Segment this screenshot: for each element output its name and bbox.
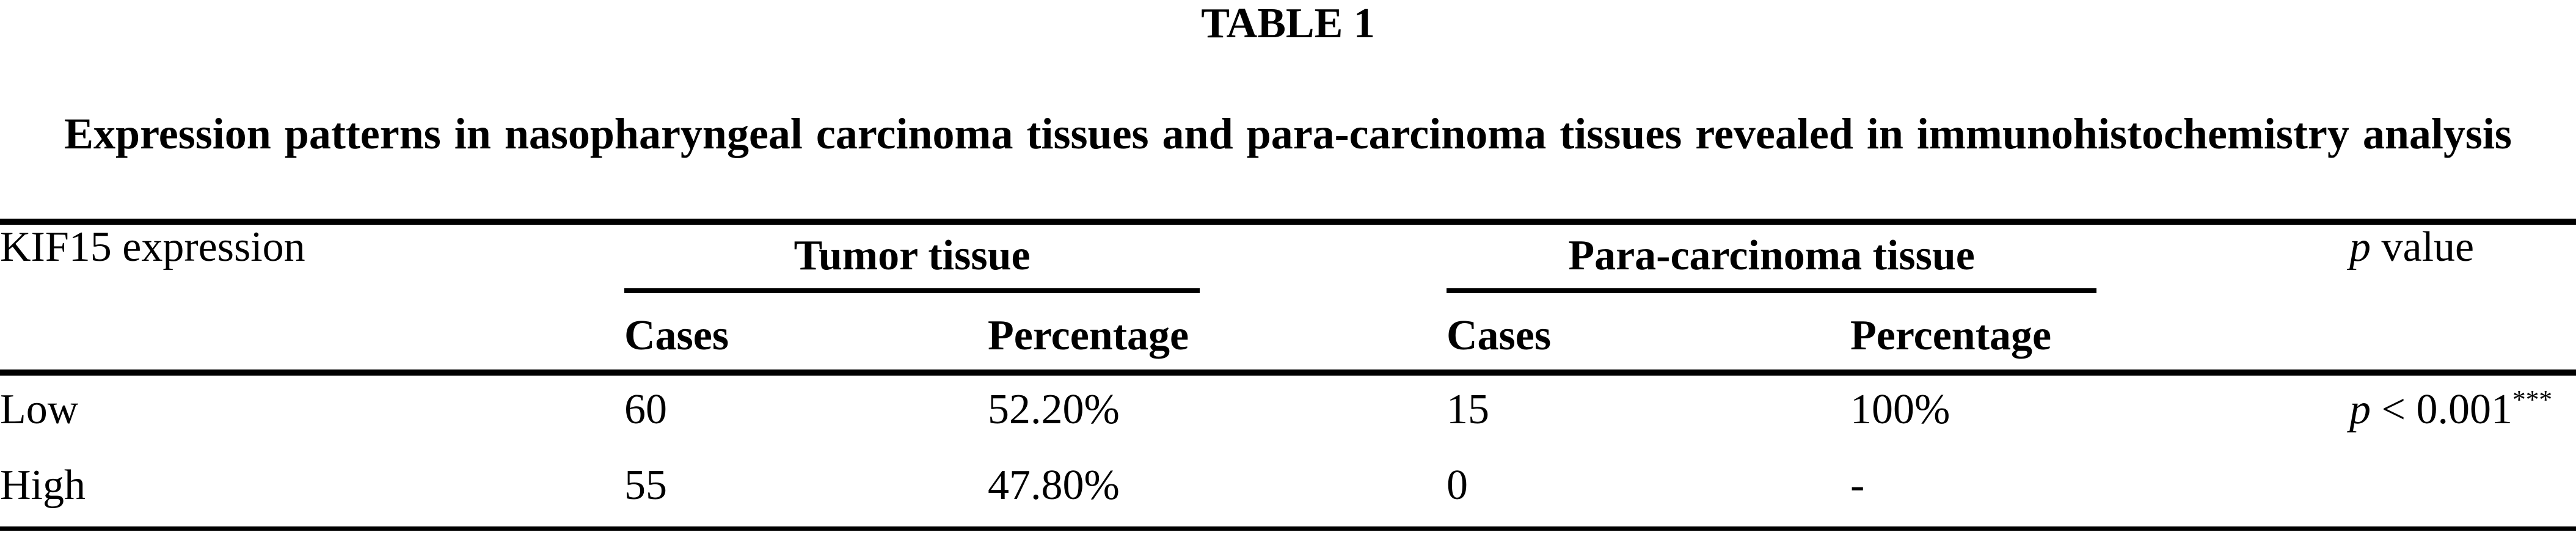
header-row-groups: KIF15 expression Tumor tissue Para-carci… [0, 222, 2576, 376]
col-header-tumor-cases: Cases [624, 295, 988, 376]
cell-low-tumor-cases: 60 [624, 386, 667, 434]
group-header-para-carcinoma-tissue: Para-carcinoma tissue [1447, 222, 2349, 295]
p-value-header-italic: p [2349, 224, 2371, 271]
col-header-kif15-expression: KIF15 expression [0, 222, 624, 376]
p-value-italic: p [2349, 386, 2371, 434]
p-value-text: < 0.001 [2371, 386, 2512, 434]
cell-high-para-cases: 0 [1447, 445, 1850, 531]
para-carcinoma-label: Para-carcinoma tissue [1568, 232, 1975, 279]
col-header-para-percentage: Percentage [1850, 295, 2350, 376]
cell-high-para-percentage: - [1850, 445, 2350, 531]
cell-low-para-percentage: 100% [1850, 386, 1950, 434]
col-header-tumor-percentage: Percentage [988, 295, 1447, 376]
table-row-high: High 55 47.80% 0 - [0, 445, 2576, 531]
cell-high-p-value [2349, 445, 2576, 531]
table-number: TABLE 1 [1201, 0, 1375, 47]
col-header-p-value: p value [2349, 222, 2576, 376]
cell-high-tumor-percentage: 47.80% [988, 445, 1447, 531]
table-caption: Expression patterns in nasopharyngeal ca… [64, 109, 2512, 158]
tumor-tissue-underline: Tumor tissue [624, 225, 1200, 293]
cell-high-tumor-cases: 55 [624, 445, 988, 531]
p-value-header-rest: value [2371, 224, 2475, 271]
expression-table: KIF15 expression Tumor tissue Para-carci… [0, 219, 2576, 531]
cell-low-para-cases: 15 [1447, 386, 1489, 434]
group-header-tumor-tissue: Tumor tissue [624, 222, 1447, 295]
table-row-low: Low 60 52.20% 15 100% p < 0.001*** [0, 373, 2576, 445]
para-carcinoma-underline: Para-carcinoma tissue [1447, 225, 2097, 293]
cell-low-p-value: p < 0.001*** [2349, 373, 2576, 445]
header-row-subcolumns: Cases Percentage Cases Percentage [0, 295, 2576, 376]
significance-stars: *** [2512, 385, 2553, 415]
cell-low-label: Low [0, 386, 79, 434]
cell-low-tumor-percentage: 52.20% [988, 386, 1120, 434]
col-header-para-cases: Cases [1447, 295, 1850, 376]
tumor-tissue-label: Tumor tissue [794, 232, 1031, 279]
cell-high-label: High [0, 445, 624, 531]
